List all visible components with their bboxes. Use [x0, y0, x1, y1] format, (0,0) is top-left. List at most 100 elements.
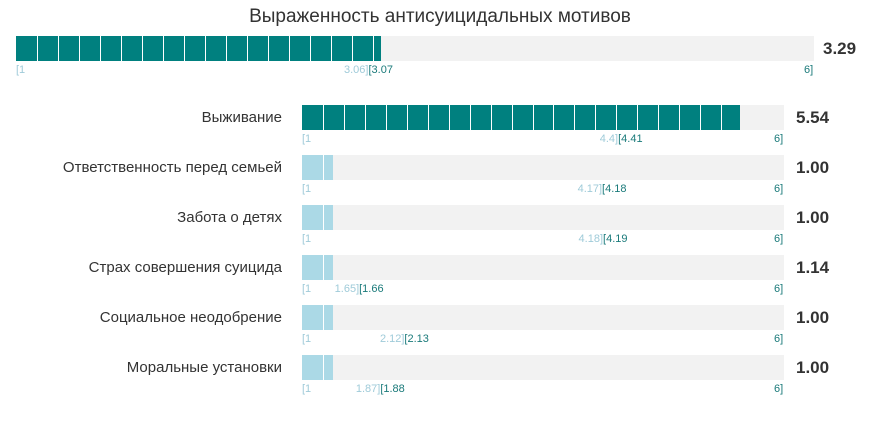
- bar-segment-divider: [700, 105, 702, 130]
- bar-segment-divider: [427, 105, 429, 130]
- motive-threshold: 1.87][1.88: [356, 383, 405, 395]
- bar-segment-divider: [385, 105, 387, 130]
- bar-segment-divider: [721, 105, 723, 130]
- motive-threshold-lo: 2.12]: [379, 333, 405, 345]
- bar-segment-divider: [511, 105, 513, 130]
- motive-threshold-hi: [1.66: [359, 283, 384, 295]
- motive-threshold-hi: [4.19: [603, 233, 628, 245]
- motive-threshold: 4.18][4.19: [579, 233, 628, 245]
- bar-segment-divider: [322, 355, 324, 380]
- motive-bar-track: [302, 255, 784, 280]
- motive-value: 5.54: [796, 108, 830, 127]
- bar-segment-divider: [658, 105, 660, 130]
- bar-segment-divider: [352, 36, 353, 61]
- bar-segment-divider: [637, 105, 639, 130]
- bar-segment-divider: [322, 305, 324, 330]
- motive-label: Ответственность перед семьей: [62, 159, 282, 176]
- total-scale-min: [1: [16, 64, 26, 76]
- motive-bar-fill: [302, 305, 333, 330]
- motive-value: 1.00: [796, 308, 830, 327]
- bar-segment-divider: [448, 105, 450, 130]
- motive-bar-track: [302, 355, 784, 380]
- chart-title: Выраженность антисуицидальных мотивов: [249, 6, 631, 27]
- motive-scale-max: 6]: [774, 283, 784, 295]
- motive-label: Моральные установки: [126, 359, 282, 376]
- bar-segment-divider: [226, 36, 227, 61]
- bar-segment-divider: [163, 36, 164, 61]
- motive-bar-fill: [302, 255, 333, 280]
- bar-segment-divider: [532, 105, 534, 130]
- motive-bar-track: [302, 205, 784, 230]
- bar-segment-divider: [364, 105, 366, 130]
- bar-segment-divider: [490, 105, 492, 130]
- motive-label: Социальное неодобрение: [99, 309, 282, 326]
- bar-segment-divider: [247, 36, 248, 61]
- motive-threshold-lo: 4.17]: [577, 183, 603, 195]
- bar-segment-divider: [268, 36, 269, 61]
- motive-threshold-lo: 1.87]: [355, 383, 381, 395]
- motive-bar-fill: [302, 155, 333, 180]
- bar-segment-divider: [184, 36, 185, 61]
- bar-segment-divider: [373, 36, 374, 61]
- motive-threshold: 2.12][2.13: [380, 333, 429, 345]
- motive-label: Выживание: [201, 109, 282, 126]
- motive-value: 1.00: [796, 158, 830, 177]
- total-threshold: 3.06][3.07: [344, 64, 393, 76]
- bar-segment-divider: [37, 36, 38, 61]
- bar-segment-divider: [595, 105, 597, 130]
- bar-segment-divider: [289, 36, 290, 61]
- motive-threshold-hi: [1.88: [380, 383, 405, 395]
- motive-scale-max: 6]: [774, 333, 784, 345]
- motive-scale-min: [1: [302, 383, 312, 395]
- motive-threshold: 1.65][1.66: [335, 283, 384, 295]
- motive-value: 1.14: [796, 258, 830, 277]
- total-scale-max: 6]: [804, 64, 814, 76]
- motive-label: Страх совершения суицида: [88, 259, 282, 276]
- motive-bar-track: [302, 305, 784, 330]
- bar-segment-divider: [322, 255, 324, 280]
- bar-segment-divider: [343, 105, 345, 130]
- motive-threshold-lo: 4.18]: [578, 233, 604, 245]
- bar-segment-divider: [142, 36, 143, 61]
- bar-segment-divider: [121, 36, 122, 61]
- bar-segment-divider: [469, 105, 471, 130]
- motive-threshold-hi: [4.41: [618, 133, 643, 145]
- motive-bar-track: [302, 155, 784, 180]
- total-threshold-lo: 3.06]: [344, 64, 369, 76]
- motive-value: 1.00: [796, 358, 830, 377]
- motive-scale-max: 6]: [774, 133, 784, 145]
- bar-segment-divider: [100, 36, 101, 61]
- bar-segment-divider: [406, 105, 408, 130]
- motive-threshold-hi: [2.13: [404, 333, 429, 345]
- bar-segment-divider: [79, 36, 80, 61]
- motive-scale-min: [1: [302, 283, 312, 295]
- motive-scale-max: 6]: [774, 183, 784, 195]
- motive-bar-track: [302, 105, 784, 130]
- motive-threshold-lo: 4.4]: [599, 133, 619, 145]
- motive-threshold: 4.17][4.18: [578, 183, 627, 195]
- motive-threshold: 4.4][4.41: [600, 133, 643, 145]
- bar-segment-divider: [331, 36, 332, 61]
- bar-segment-divider: [322, 205, 324, 230]
- bar-segment-divider: [574, 105, 576, 130]
- motive-bar-fill: [302, 355, 333, 380]
- bar-segment-divider: [205, 36, 206, 61]
- motive-scale-min: [1: [302, 183, 312, 195]
- motive-threshold-hi: [4.18: [602, 183, 627, 195]
- motive-scale-min: [1: [302, 333, 312, 345]
- total-value: 3.29: [823, 39, 857, 58]
- bar-segment-divider: [58, 36, 59, 61]
- motive-threshold-lo: 1.65]: [334, 283, 360, 295]
- total-bar-track: [16, 36, 814, 61]
- bar-segment-divider: [679, 105, 681, 130]
- motive-bar-fill: [302, 105, 740, 130]
- motive-scale-max: 6]: [774, 383, 784, 395]
- bar-segment-divider: [310, 36, 311, 61]
- bar-segment-divider: [322, 105, 324, 130]
- motive-scale-max: 6]: [774, 233, 784, 245]
- total-bar-fill: [16, 36, 382, 61]
- total-threshold-hi: [3.07: [368, 64, 393, 76]
- motive-scale-min: [1: [302, 233, 312, 245]
- motive-bar-fill: [302, 205, 333, 230]
- motive-label: Забота о детях: [177, 209, 282, 226]
